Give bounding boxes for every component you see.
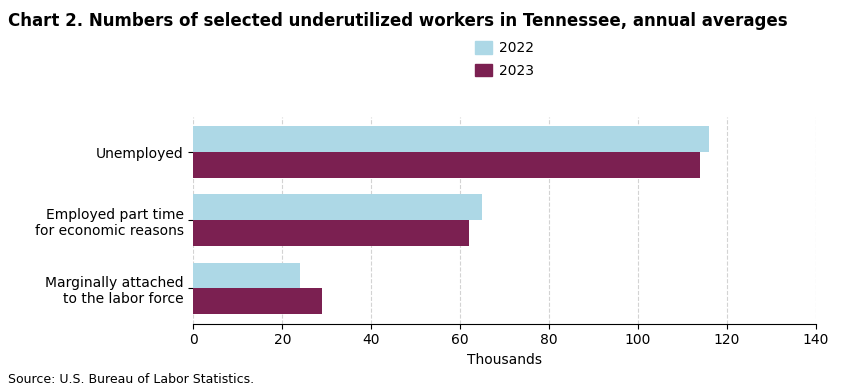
X-axis label: Thousands: Thousands [467, 353, 542, 367]
Bar [193, 152, 701, 178]
Bar [193, 220, 469, 246]
Bar [193, 289, 322, 314]
Legend: 2022, 2023: 2022, 2023 [471, 37, 538, 82]
Bar [193, 262, 300, 289]
Bar [193, 126, 709, 152]
Text: Chart 2. Numbers of selected underutilized workers in Tennessee, annual averages: Chart 2. Numbers of selected underutiliz… [8, 12, 788, 30]
Bar [193, 195, 483, 220]
Text: Source: U.S. Bureau of Labor Statistics.: Source: U.S. Bureau of Labor Statistics. [8, 373, 255, 386]
